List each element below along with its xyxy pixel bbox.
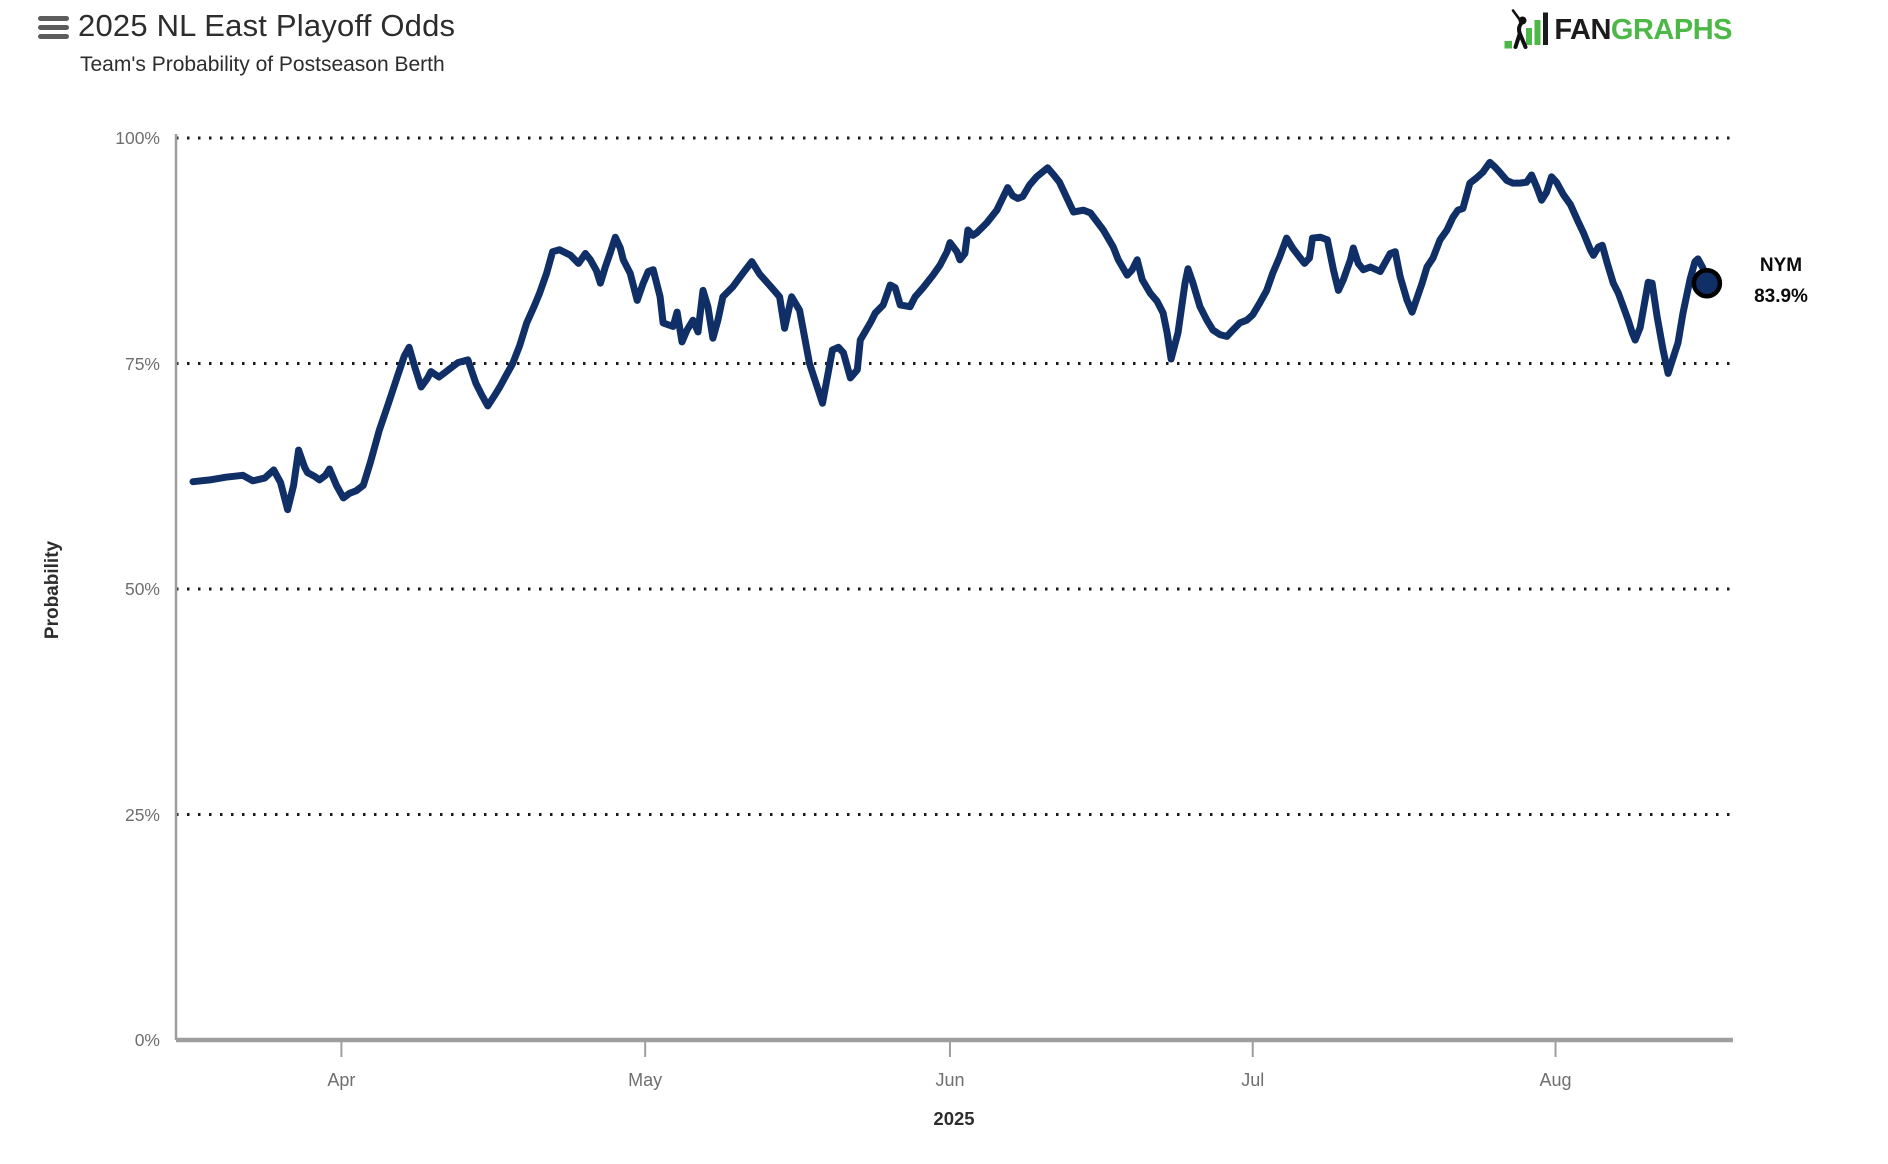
logo-graphs: GRAPHS — [1610, 14, 1733, 46]
fangraphs-logo[interactable]: FANGRAPHS — [1504, 9, 1733, 51]
hamburger-icon — [38, 16, 69, 21]
x-tick-jul: Jul — [1241, 1070, 1265, 1090]
fangraphs-batter-icon — [1504, 9, 1549, 49]
x-tick-apr: Apr — [327, 1070, 356, 1090]
fangraphs-logo-text: FANGRAPHS — [1554, 10, 1732, 50]
hamburger-icon — [38, 34, 69, 39]
series-final-value: 83.9% — [1754, 286, 1808, 308]
x-tick-may: May — [628, 1070, 663, 1090]
y-axis-title: Probability — [42, 540, 63, 640]
y-tick-0: 0% — [134, 1030, 160, 1050]
page-title: 2025 NL East Playoff Odds — [78, 8, 456, 43]
series-end-label: NYM 83.9% — [1739, 250, 1823, 312]
y-tick-50: 50% — [124, 579, 160, 599]
page-subtitle: Team's Probability of Postseason Berth — [80, 53, 445, 76]
y-tick-100: 100% — [115, 128, 160, 148]
y-tick-25: 25% — [124, 804, 160, 825]
x-axis-year-label: 2025 — [933, 1108, 975, 1129]
x-tick-aug: Aug — [1539, 1070, 1572, 1090]
logo-fan: FAN — [1554, 14, 1611, 46]
series-team-name: NYM — [1759, 255, 1803, 277]
menu-button[interactable] — [38, 16, 69, 43]
hamburger-icon — [38, 25, 69, 30]
x-tick-jun: Jun — [935, 1070, 965, 1090]
y-tick-75: 75% — [124, 353, 160, 374]
